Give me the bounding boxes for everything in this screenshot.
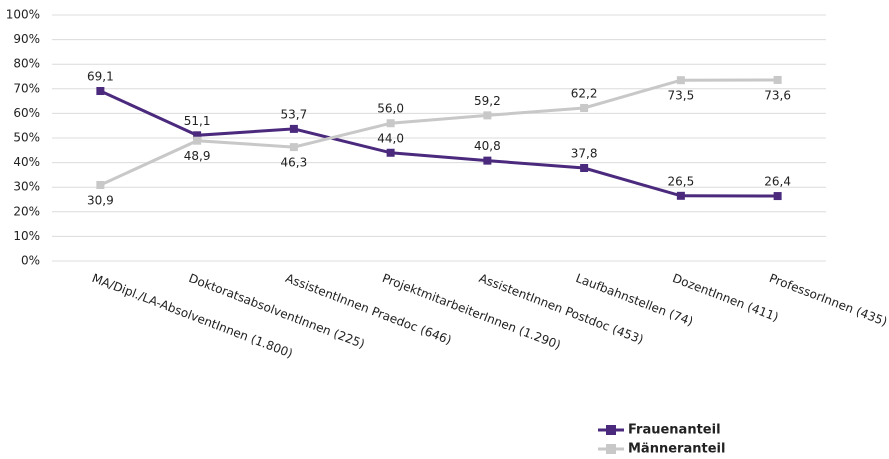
marker xyxy=(676,76,685,85)
x-tick-label: ProfessorInnen (435) xyxy=(767,271,889,329)
y-tick-label: 20% xyxy=(13,204,40,218)
legend-swatch xyxy=(606,444,616,454)
legend-label: Männeranteil xyxy=(628,442,725,457)
y-tick-label: 10% xyxy=(13,229,40,243)
marker xyxy=(386,148,395,157)
data-label: 56,0 xyxy=(377,102,404,116)
data-label: 69,1 xyxy=(87,70,114,84)
marker xyxy=(289,143,298,152)
data-label: 73,6 xyxy=(764,88,791,102)
y-tick-label: 80% xyxy=(13,57,40,71)
data-label: 40,8 xyxy=(474,139,501,153)
y-tick-label: 0% xyxy=(21,254,40,268)
x-tick-label: AssistentInnen Praedoc (646) xyxy=(284,271,454,347)
data-label: 26,4 xyxy=(764,175,791,189)
marker xyxy=(289,124,298,133)
data-label: 37,8 xyxy=(571,147,598,161)
y-tick-label: 40% xyxy=(13,155,40,169)
data-label: 51,1 xyxy=(184,114,211,128)
x-tick-label: DoktoratsabsolventInnen (225) xyxy=(187,271,367,351)
marker xyxy=(193,136,202,145)
y-tick-label: 30% xyxy=(13,180,40,194)
marker xyxy=(483,111,492,120)
data-label: 62,2 xyxy=(571,86,598,100)
y-tick-label: 60% xyxy=(13,106,40,120)
x-tick-label: ProjektmitarbeiterInnen (1.290) xyxy=(380,271,562,352)
data-label: 30,9 xyxy=(87,193,114,207)
y-tick-label: 100% xyxy=(6,8,40,22)
data-label: 48,9 xyxy=(184,149,211,163)
y-tick-label: 50% xyxy=(13,131,40,145)
marker xyxy=(193,131,202,140)
y-tick-label: 70% xyxy=(13,81,40,95)
series-line xyxy=(99,78,778,187)
marker xyxy=(96,180,105,189)
marker xyxy=(580,164,589,173)
data-label: 59,2 xyxy=(474,94,501,108)
legend-label: Frauenanteil xyxy=(628,423,721,438)
marker xyxy=(773,192,782,201)
marker xyxy=(96,87,105,96)
data-label: 46,3 xyxy=(281,156,308,170)
y-tick-label: 90% xyxy=(13,32,40,46)
data-label: 44,0 xyxy=(377,131,404,145)
marker xyxy=(386,119,395,128)
marker xyxy=(580,103,589,112)
x-tick-label: AssistentInnen Postdoc (453) xyxy=(477,271,645,347)
series-line xyxy=(99,89,778,198)
legend-swatch xyxy=(606,425,616,435)
marker xyxy=(676,191,685,200)
marker xyxy=(773,75,782,84)
marker xyxy=(483,156,492,165)
data-label: 26,5 xyxy=(668,174,695,188)
data-label: 73,5 xyxy=(668,89,695,103)
data-label: 53,7 xyxy=(281,107,308,121)
